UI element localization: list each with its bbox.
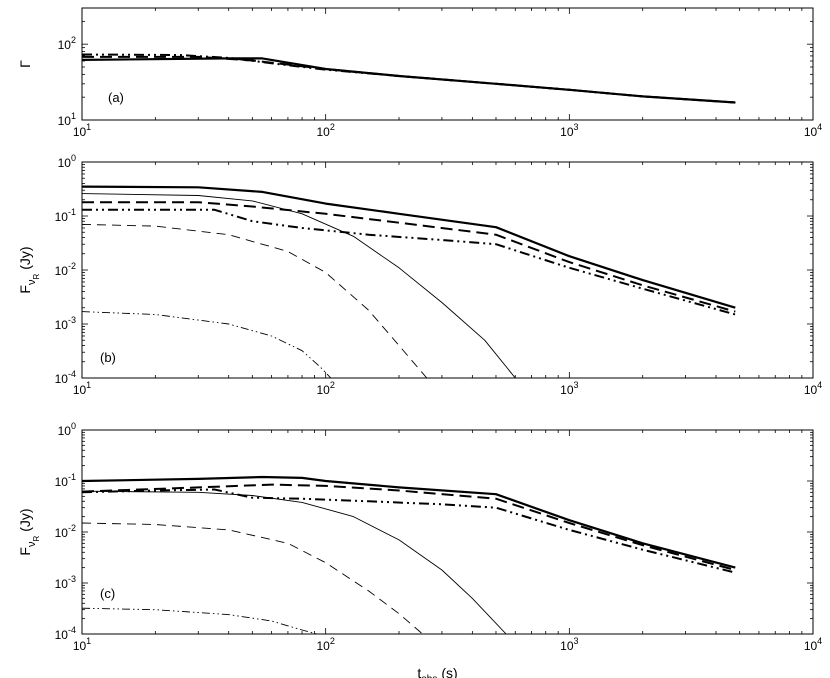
y-tick-label: 10-2 bbox=[55, 523, 76, 540]
series-line-thick-solid bbox=[82, 185, 736, 309]
y-tick-label: 10-4 bbox=[55, 369, 76, 386]
x-tick-label: 104 bbox=[804, 636, 822, 653]
plot-frame bbox=[81, 429, 814, 635]
y-tick-label: 10-1 bbox=[55, 207, 76, 224]
x-tick-label: 102 bbox=[316, 636, 334, 653]
series-group bbox=[82, 475, 736, 634]
series-line-thick-dashdot bbox=[82, 208, 736, 316]
y-tick-label: 10-4 bbox=[55, 625, 76, 642]
x-tick-label: 103 bbox=[560, 636, 578, 653]
series-line-thin-solid bbox=[82, 490, 507, 634]
panel-label: (b) bbox=[100, 350, 116, 365]
series-line-thick-solid bbox=[82, 475, 736, 569]
x-tick-label: 102 bbox=[316, 380, 334, 397]
x-tick-label: 103 bbox=[560, 380, 578, 397]
series-line-thick-dashdot bbox=[82, 53, 736, 104]
y-axis-label: FνR(Jy) bbox=[17, 246, 41, 293]
x-tick-label: 101 bbox=[73, 636, 91, 653]
panel-b: 101 102 103 104 10-4 10-3 10-2 10-1 100 (b) FνR(Jy… bbox=[17, 153, 822, 397]
plot-frame bbox=[81, 161, 814, 379]
series-line-thick-dash bbox=[82, 483, 736, 571]
x-tick-label: 104 bbox=[804, 380, 822, 397]
series-line-thick-dashdot bbox=[82, 488, 736, 574]
series-line-thin-dashdot bbox=[82, 311, 332, 378]
panel-a: 101 102 103 104 101 102 (a) Γ bbox=[17, 7, 822, 139]
y-tick-label: 10-2 bbox=[55, 261, 76, 278]
panel-label: (c) bbox=[100, 586, 115, 601]
panel-label: (a) bbox=[108, 90, 124, 105]
x-tick-label: 104 bbox=[804, 122, 822, 139]
y-tick-label: 100 bbox=[58, 153, 76, 170]
y-axis-label: FνR(Jy) bbox=[17, 508, 41, 555]
y-tick-label: 102 bbox=[58, 35, 76, 52]
panel-c: 101 102 103 104 10-4 10-3 10-2 10-1 100 (c) FνR(Jy… bbox=[17, 421, 822, 678]
plot-frame bbox=[81, 7, 814, 121]
y-tick-label: 10-3 bbox=[55, 315, 76, 332]
series-line-thin-dash bbox=[82, 223, 428, 378]
series-line-thick-dash bbox=[82, 201, 736, 313]
series-group bbox=[82, 53, 736, 104]
series-line-thin-dashdot bbox=[82, 607, 317, 634]
y-tick-label: 101 bbox=[58, 111, 76, 128]
x-axis-label: tobs(s) bbox=[417, 665, 457, 678]
x-tick-label: 103 bbox=[560, 122, 578, 139]
y-tick-label: 10-1 bbox=[55, 472, 76, 489]
series-line-thin-solid bbox=[82, 193, 516, 378]
series-group bbox=[82, 185, 736, 378]
y-axis-label: Γ bbox=[17, 60, 33, 68]
series-line-thin-dash bbox=[82, 522, 423, 634]
y-tick-label: 10-3 bbox=[55, 574, 76, 591]
series-line-thick-solid bbox=[82, 57, 736, 104]
x-tick-label: 102 bbox=[316, 122, 334, 139]
x-tick-label: 101 bbox=[73, 122, 91, 139]
y-tick-label: 100 bbox=[58, 421, 76, 438]
x-tick-label: 101 bbox=[73, 380, 91, 397]
